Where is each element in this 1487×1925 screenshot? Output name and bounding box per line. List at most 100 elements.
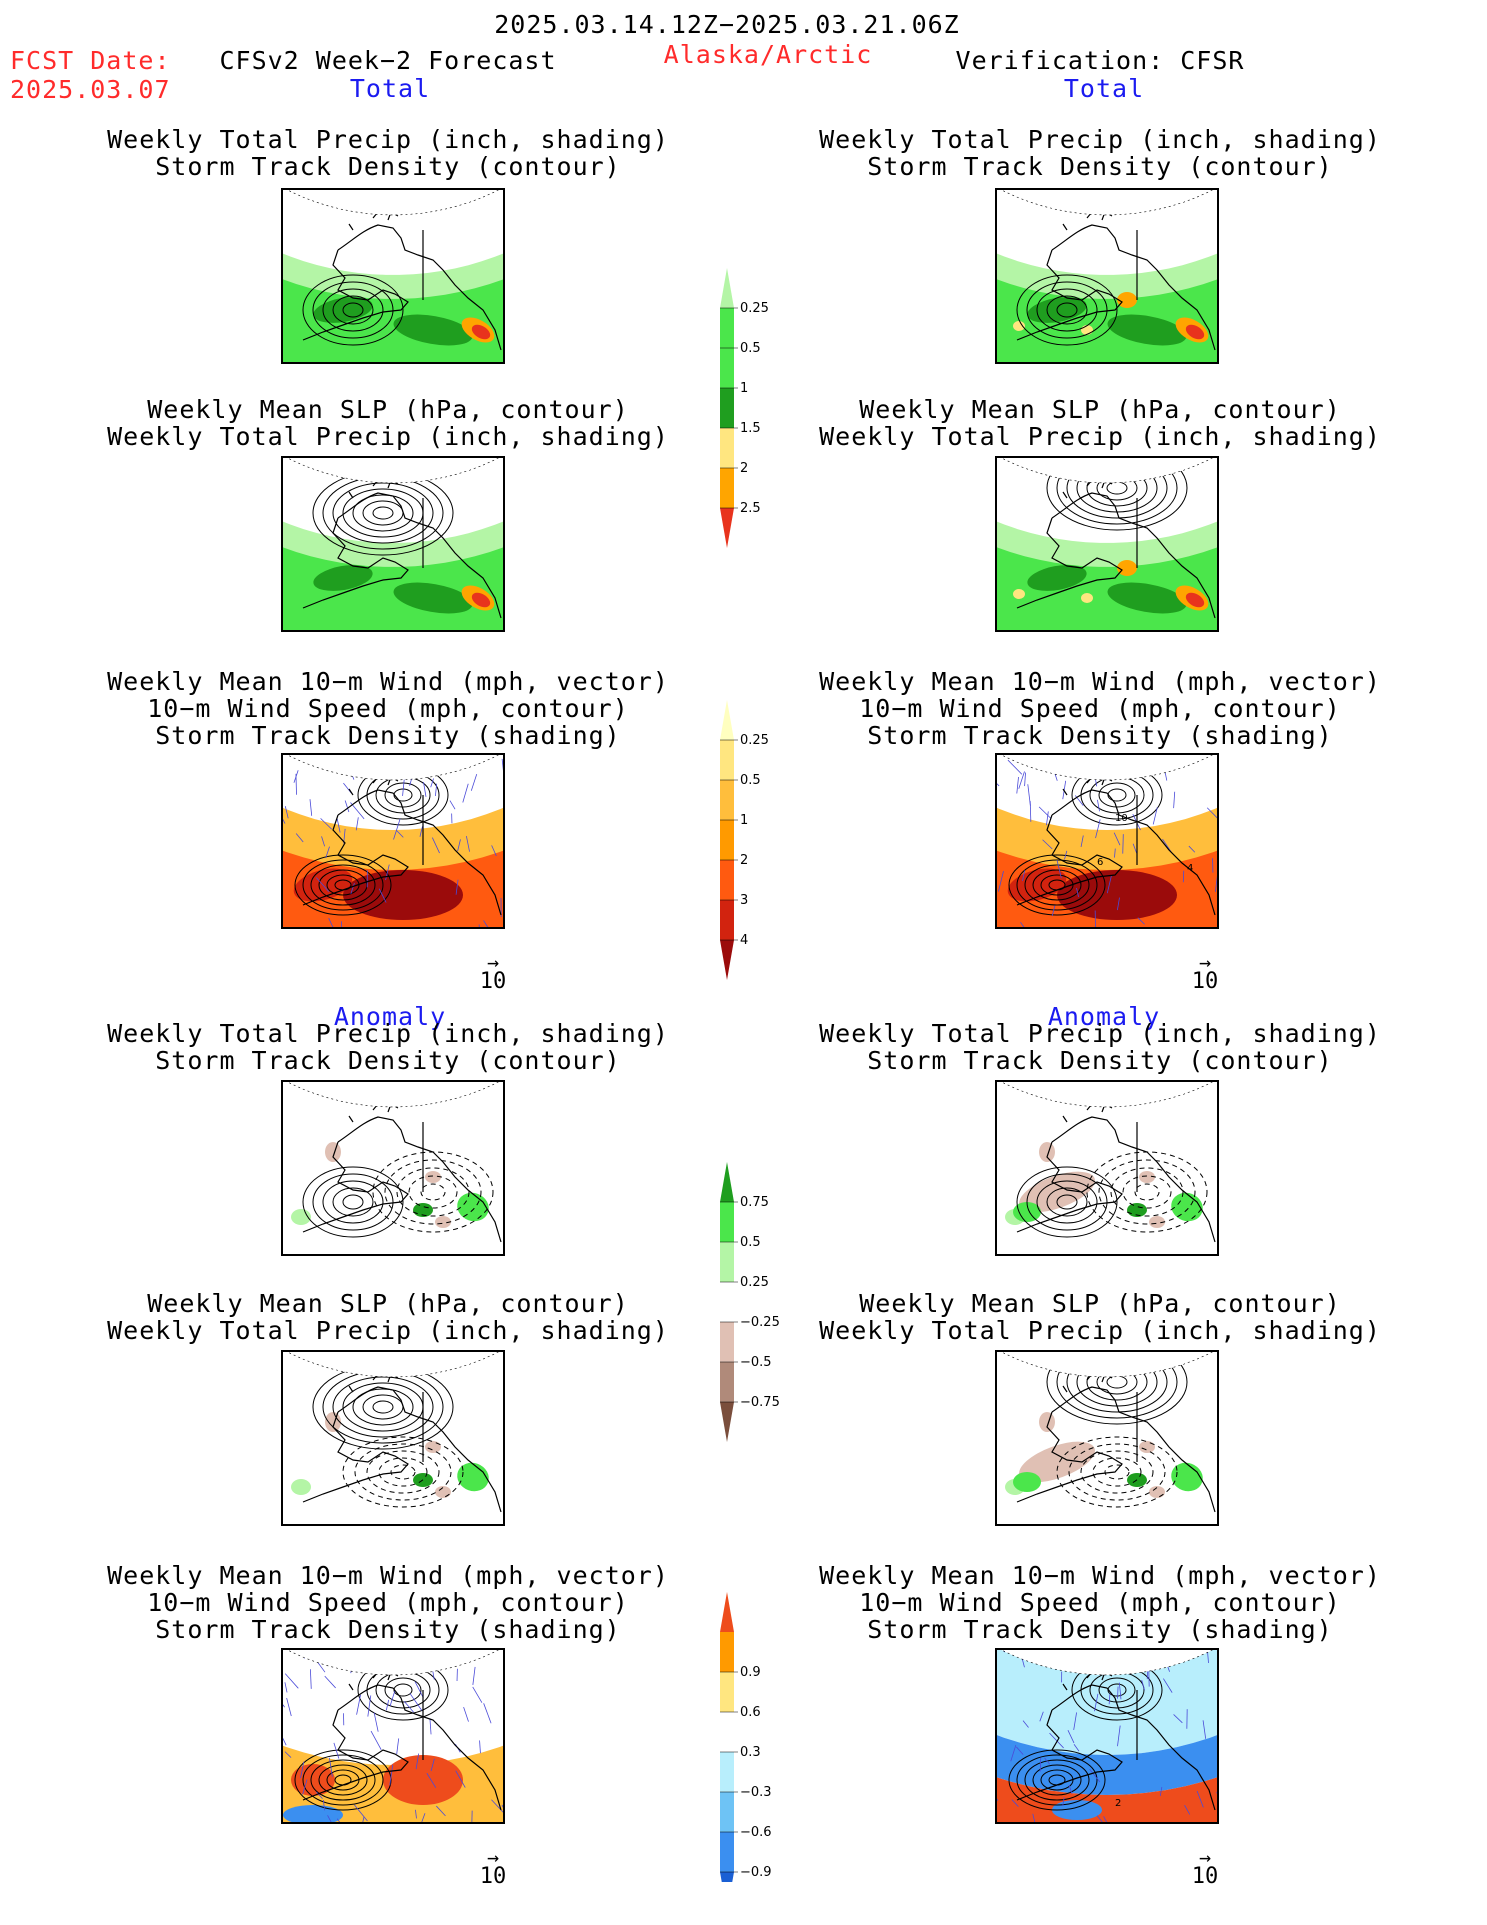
slp-contours-negative <box>342 1436 464 1508</box>
colorbar-swatch <box>720 820 734 860</box>
map-anomaly-slp-precip-verification <box>995 1350 1219 1526</box>
panel-title: Weekly Total Precip (inch, shading) Storm… <box>819 126 1381 180</box>
precip-moderate <box>1081 593 1093 603</box>
section-anomaly-right: Anomaly <box>1047 1002 1161 1031</box>
map-total-precip-storm-verification <box>995 188 1219 364</box>
storm-anomaly-positive <box>283 1725 503 1822</box>
vector-reference-arrow: → <box>1198 1845 1212 1869</box>
slp-contours <box>312 1364 454 1450</box>
panel-title: Weekly Mean 10−m Wind (mph, vector) 10−m … <box>107 1562 669 1643</box>
precip-anomaly-wet <box>413 1203 433 1217</box>
storm-anomaly-negative-strong <box>997 1716 1217 1795</box>
map-anomaly-wind-storm-verification: 2 <box>995 1648 1219 1824</box>
coastline <box>302 211 502 351</box>
colorbar-label: 1 <box>740 813 748 828</box>
wind-speed-contours <box>357 1659 449 1721</box>
precip-anomaly-dry <box>1149 1486 1165 1498</box>
precip-anomaly-dry <box>325 1412 341 1432</box>
map-anomaly-precip-storm-forecast <box>281 1080 505 1256</box>
panel-title-line: 10−m Wind Speed (mph, contour) <box>147 1588 629 1617</box>
colorbar-swatch <box>720 428 734 468</box>
colorbar-swatch <box>720 388 734 428</box>
slp-contours <box>1046 458 1188 531</box>
vector-reference: → 10 <box>473 950 513 994</box>
contour-label: 6 <box>1097 857 1103 868</box>
panel-title-line: Weekly Mean 10−m Wind (mph, vector) <box>107 1561 669 1590</box>
vector-reference-arrow: → <box>486 1845 500 1869</box>
colorbar-swatch <box>720 1752 734 1792</box>
precip-anomaly-wet <box>1013 1202 1041 1222</box>
contour-label: 4 <box>1187 863 1193 874</box>
coastline <box>302 479 502 619</box>
panel-title: Weekly Mean SLP (hPa, contour) Weekly Tot… <box>819 396 1381 450</box>
precip-anomaly-dry <box>1139 1171 1155 1183</box>
precip-peak <box>1185 324 1205 340</box>
panel-title-line: Weekly Mean 10−m Wind (mph, vector) <box>107 667 669 696</box>
contour-label: 2 <box>1115 1798 1121 1809</box>
precip-max <box>1117 560 1137 576</box>
colorbar-swatch <box>720 1832 734 1872</box>
panel-title: Weekly Mean SLP (hPa, contour) Weekly Tot… <box>107 396 669 450</box>
contour-label: 10 <box>1115 813 1128 824</box>
colorbar-label: −0.9 <box>740 1865 772 1880</box>
colorbar-label: 2 <box>740 853 748 868</box>
precip-anomaly-dry <box>435 1216 451 1228</box>
colorbar-swatch <box>720 1632 734 1672</box>
colorbar-label: 0.5 <box>740 341 761 356</box>
model-title: CFSv2 Week−2 Forecast <box>219 46 557 75</box>
precip-max <box>1117 292 1137 308</box>
map-anomaly-precip-storm-verification <box>995 1080 1219 1256</box>
precip-shading <box>283 520 503 630</box>
panel-title-line: Weekly Total Precip (inch, shading) <box>819 1019 1381 1048</box>
colorbar-label: 0.5 <box>740 1235 761 1250</box>
storm-anomaly-peak <box>383 1755 463 1805</box>
storm-density-peak <box>1007 868 1067 902</box>
precip-anomaly-dry <box>1149 1216 1165 1228</box>
precip-anomaly-wet <box>1013 1472 1041 1492</box>
coastline <box>1016 1671 1216 1811</box>
colorbar-label: 0.25 <box>740 733 769 748</box>
colorbar-label: −0.6 <box>740 1825 772 1840</box>
precip-anomaly-dry <box>1039 1412 1055 1432</box>
precip-light-shading <box>997 513 1217 567</box>
vector-reference-label: 10 <box>1191 1864 1219 1889</box>
colorbar-label: 0.25 <box>740 1275 769 1290</box>
colorbar-cap <box>720 268 734 308</box>
precip-anomaly-dry <box>435 1486 451 1498</box>
panel-title-line: Storm Track Density (shading) <box>867 721 1333 750</box>
wind-vectors <box>283 1650 503 1822</box>
storm-density-peak <box>1057 870 1177 920</box>
panel-title-line: Weekly Mean SLP (hPa, contour) <box>859 395 1341 424</box>
panel-title: Weekly Mean SLP (hPa, contour) Weekly Tot… <box>107 1290 669 1344</box>
map-total-precip-storm-forecast <box>281 188 505 364</box>
map-total-wind-storm-verification: 10 6 4 <box>995 753 1219 929</box>
coastline <box>302 1103 502 1243</box>
colorbar-label: 1.5 <box>740 421 761 436</box>
storm-anomaly-negative <box>997 1650 1217 1755</box>
colorbar-swatch <box>720 900 734 940</box>
panel-title-line: 10−m Wind Speed (mph, contour) <box>147 694 629 723</box>
storm-density-peak <box>343 870 463 920</box>
section-anomaly-left: Anomaly <box>333 1002 447 1031</box>
colorbar-label: 0.25 <box>740 301 769 316</box>
colorbar-label: −0.25 <box>740 1315 780 1330</box>
vector-reference-label: 10 <box>479 969 507 994</box>
precip-heavy <box>1027 565 1087 591</box>
colorbar-total-precip: 2.5 2 1.5 1 0.5 0.25 <box>720 268 769 548</box>
colorbar-label: 3 <box>740 893 748 908</box>
precip-anomaly-dry <box>425 1441 441 1453</box>
colorbar-swatch <box>720 780 734 820</box>
colorbar-label: 2 <box>740 461 748 476</box>
vector-reference-label: 10 <box>479 1864 507 1889</box>
precip-light-shading <box>997 245 1217 299</box>
precip-heavy <box>393 314 473 346</box>
vector-reference-arrow: → <box>486 950 500 974</box>
domain-edge <box>1001 1352 1213 1378</box>
colorbar-swatch <box>720 1672 734 1712</box>
colorbar-label: −0.3 <box>740 1785 772 1800</box>
precip-light-shading <box>283 245 503 299</box>
colorbar-cap <box>720 508 734 548</box>
colorbar-label: 0.9 <box>740 1665 761 1680</box>
wind-vectors <box>997 759 1217 927</box>
map-total-wind-storm-forecast <box>281 753 505 929</box>
